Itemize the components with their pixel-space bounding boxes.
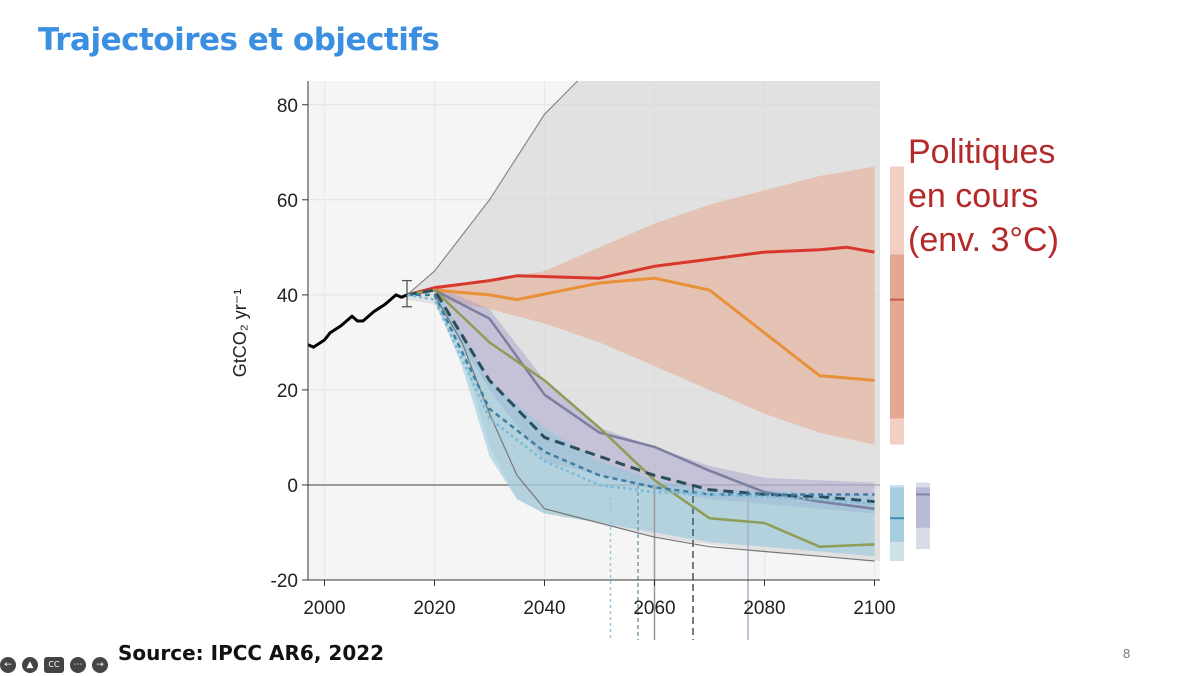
presentation-controls: ← ▲ CC ⋯ →: [0, 657, 108, 676]
scenario-line-3: [406, 288, 875, 548]
range-area-1: [434, 166, 875, 445]
x-tick-label: 2020: [413, 598, 455, 619]
scenario-line-0: [406, 245, 875, 297]
y-tick-label: -20: [271, 571, 298, 592]
range-area-3: [434, 285, 875, 557]
y-tick-label: 60: [277, 191, 298, 212]
historical-line: [307, 293, 408, 349]
side-bar-1-range-1: [890, 487, 904, 542]
range-boundary-1: [433, 294, 875, 562]
more-icon[interactable]: ⋯: [70, 657, 86, 673]
x-tick-label: 2040: [523, 598, 565, 619]
annotation-line-1: Politiques: [908, 133, 1056, 171]
source-caption: Source: IPCC AR6, 2022: [118, 641, 385, 665]
scenario-line-1: [406, 276, 875, 382]
scenario-lines: [406, 245, 875, 548]
y-tick-label: 0: [287, 476, 298, 497]
x-axis: 2000 2020 2040 2060 2080 2100: [303, 579, 896, 619]
scenario-ranges: [407, 81, 880, 561]
slide-title: Trajectoires et objectifs: [38, 22, 440, 58]
x-tick-label: 2000: [303, 598, 345, 619]
page-number: 8: [1123, 646, 1131, 661]
annotation-line-2: en cours: [908, 177, 1039, 215]
captions-icon[interactable]: CC: [44, 657, 64, 673]
x-tick-label: 2060: [633, 598, 675, 619]
side-bars: [890, 166, 930, 561]
historical: [307, 279, 412, 349]
y-axis-label: GtCO₂ yr⁻¹: [230, 289, 250, 377]
previous-icon[interactable]: ←: [0, 657, 16, 673]
next-icon[interactable]: →: [92, 657, 108, 673]
side-bar-2-range-1: [916, 487, 930, 528]
vertical-markers: [609, 484, 749, 640]
current-policies-annotation: Politiques en cours (env. 3°C): [908, 130, 1059, 262]
side-bar-0-range-1: [890, 254, 904, 419]
x-tick-label: 2080: [743, 598, 785, 619]
y-tick-label: 80: [277, 96, 298, 117]
range-boundaries: [406, 80, 875, 562]
y-axis: -20 0 20 40 60 80: [271, 81, 309, 592]
annotation-line-3: (env. 3°C): [908, 221, 1059, 259]
pointer-icon[interactable]: ▲: [22, 657, 38, 673]
scenario-line-6: [406, 293, 875, 506]
x-tick-label: 2100: [853, 598, 895, 619]
y-tick-label: 20: [277, 381, 298, 402]
y-tick-label: 40: [277, 286, 298, 307]
scenario-line-5: [407, 293, 875, 496]
range-boundary-0: [406, 80, 578, 296]
